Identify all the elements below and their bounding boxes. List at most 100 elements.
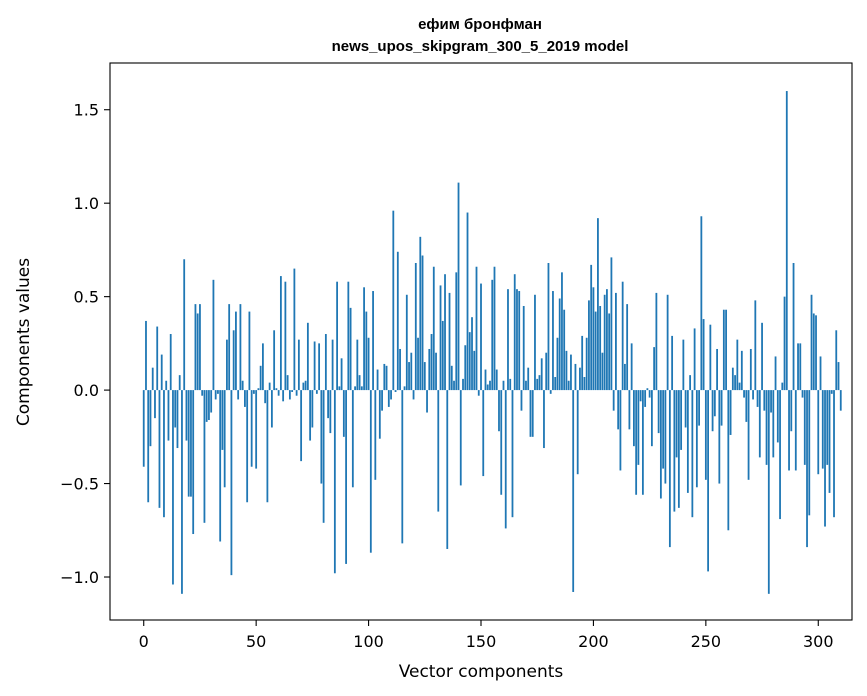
bar — [554, 377, 557, 391]
bar — [815, 315, 817, 391]
bar — [536, 378, 539, 391]
bar — [446, 390, 449, 549]
bar — [801, 390, 804, 398]
bar — [430, 334, 433, 391]
bar — [302, 382, 305, 391]
bar — [345, 390, 347, 564]
bar — [731, 367, 734, 391]
bar — [590, 264, 593, 391]
bar — [311, 390, 314, 428]
bar — [315, 390, 318, 394]
bar — [574, 363, 577, 391]
bar — [437, 390, 440, 512]
bar — [426, 390, 428, 413]
bar — [689, 375, 692, 391]
bar — [262, 343, 264, 391]
x-tick-label: 100 — [353, 632, 384, 651]
bar — [547, 263, 550, 391]
bar — [754, 300, 757, 391]
bar — [158, 390, 161, 508]
bar — [174, 390, 177, 428]
bar — [743, 390, 745, 398]
bar — [799, 343, 802, 391]
bar — [405, 294, 408, 391]
bar — [691, 390, 694, 518]
bar — [520, 390, 523, 411]
bar — [781, 382, 784, 391]
bar — [734, 375, 736, 391]
bar — [318, 343, 321, 391]
bar — [471, 317, 473, 391]
bar — [761, 322, 763, 391]
bar — [585, 337, 588, 391]
bar — [639, 390, 642, 402]
bar — [151, 367, 154, 391]
bar — [477, 390, 480, 396]
bar — [810, 294, 813, 391]
bar — [333, 390, 336, 574]
bar — [673, 390, 676, 512]
bar — [399, 348, 401, 391]
bar — [677, 390, 680, 508]
bar — [336, 281, 338, 391]
bar — [682, 339, 685, 391]
bar — [423, 362, 426, 391]
bar — [266, 390, 269, 503]
bar — [376, 369, 379, 391]
bar — [223, 390, 226, 488]
bar — [534, 294, 536, 391]
bar — [462, 378, 464, 391]
bar — [788, 390, 790, 471]
bar — [606, 289, 608, 391]
bar — [653, 347, 656, 391]
bar — [219, 390, 222, 542]
bar — [552, 291, 554, 391]
chart-title: ефим бронфман — [418, 16, 542, 33]
bar — [163, 390, 165, 518]
bar — [356, 339, 359, 391]
bar — [239, 304, 242, 391]
bar — [610, 257, 613, 391]
bar — [803, 390, 806, 465]
bar — [747, 390, 750, 480]
bar — [286, 375, 289, 391]
bar — [711, 390, 714, 432]
bar — [259, 365, 262, 391]
bar — [527, 367, 530, 391]
bar — [641, 390, 644, 495]
bar — [491, 279, 494, 391]
bar — [275, 388, 278, 391]
bar — [522, 305, 525, 391]
x-tick-label: 50 — [246, 632, 266, 651]
bar — [812, 313, 815, 391]
bar — [381, 390, 383, 411]
bar — [839, 390, 842, 411]
bar — [745, 390, 748, 422]
bar — [671, 335, 674, 391]
bar — [666, 294, 669, 391]
bar — [704, 390, 707, 480]
bar — [601, 352, 604, 391]
bar — [194, 304, 197, 391]
bar — [740, 350, 743, 391]
bar — [475, 266, 478, 391]
plot-frame — [109, 62, 853, 621]
bar — [628, 390, 631, 430]
bar — [720, 390, 723, 426]
bar — [226, 339, 228, 391]
bar — [592, 287, 595, 391]
bar — [817, 390, 820, 475]
bar — [349, 307, 352, 391]
bar — [826, 390, 829, 465]
bar — [794, 390, 797, 471]
y-axis-ticks: −1.0 −0.5 0.0 0.5 1.0 1.5 — [60, 101, 110, 587]
bar — [819, 356, 822, 391]
bar — [765, 390, 768, 465]
bar — [507, 289, 509, 391]
y-tick-label: 1.0 — [74, 194, 99, 213]
bar — [686, 390, 689, 493]
bar — [558, 298, 561, 391]
bar — [835, 330, 838, 391]
bar — [495, 369, 498, 391]
bar — [502, 380, 505, 391]
